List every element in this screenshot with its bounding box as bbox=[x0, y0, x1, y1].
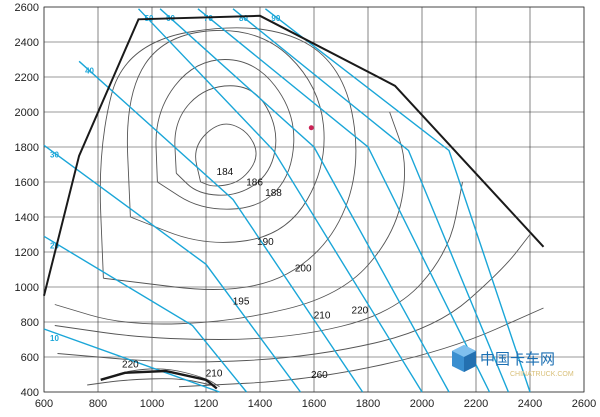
bsfc-contour-210 bbox=[54, 181, 463, 340]
axis-ticks: 600 800 1000 1200 1400 1600 1800 2000 2200 2400 26… bbox=[15, 2, 597, 410]
power-line-70 bbox=[197, 8, 491, 393]
bsfc-contour-190 bbox=[126, 29, 325, 243]
bsfc-contour-220 bbox=[57, 234, 531, 363]
bsfc-label-190: 190 bbox=[257, 237, 274, 248]
max-torque-envelope bbox=[43, 14, 545, 390]
power-line-30 bbox=[43, 144, 302, 393]
bsfc-contour-188 bbox=[155, 59, 295, 210]
bsfc-label-200: 200 bbox=[295, 263, 312, 274]
x-tick-label: 1000 bbox=[140, 398, 164, 410]
bsfc-label-184: 184 bbox=[217, 167, 234, 178]
power-line-40 bbox=[78, 60, 364, 393]
watermark: 中国卡车网 CHINATRUCK.COM bbox=[452, 345, 574, 378]
power-line-60 bbox=[159, 8, 450, 393]
power-line-20 bbox=[43, 235, 248, 393]
x-tick-label: 600 bbox=[35, 398, 53, 410]
bsfc-label-195: 195 bbox=[233, 297, 250, 308]
bsfc-contour-200 bbox=[54, 111, 405, 325]
power-label-30: 30 bbox=[50, 150, 59, 159]
bsfc-label-220: 220 bbox=[352, 305, 369, 316]
bsfc-label-260: 260 bbox=[311, 370, 328, 381]
y-tick-label: 1000 bbox=[15, 282, 39, 294]
bsfc-contour-230-low bbox=[87, 378, 212, 386]
y-tick-label: 1600 bbox=[15, 177, 39, 189]
power-line-90 bbox=[264, 8, 531, 393]
bsfc-label-210: 210 bbox=[314, 311, 331, 322]
power-label-40: 40 bbox=[85, 66, 94, 75]
low-speed-boundary bbox=[100, 369, 218, 390]
y-tick-label: 2200 bbox=[15, 72, 39, 84]
y-tick-label: 800 bbox=[21, 317, 39, 329]
y-tick-label: 1400 bbox=[15, 212, 39, 224]
bsfc-contours bbox=[54, 27, 544, 388]
bsfc-contour-186 bbox=[174, 85, 277, 196]
y-tick-label: 600 bbox=[21, 352, 39, 364]
bsfc-label-220: 220 bbox=[122, 360, 139, 371]
power-label-10: 10 bbox=[50, 334, 59, 343]
x-tick-label: 1600 bbox=[302, 398, 326, 410]
y-tick-label: 2400 bbox=[15, 37, 39, 49]
watermark-logo-icon bbox=[452, 345, 476, 372]
x-tick-label: 2400 bbox=[518, 398, 542, 410]
bsfc-label-210: 210 bbox=[206, 368, 223, 379]
power-label-20: 20 bbox=[50, 241, 59, 250]
grid-lines bbox=[43, 6, 585, 393]
plot-frame bbox=[43, 6, 585, 393]
bsfc-contour-184 bbox=[195, 123, 257, 187]
x-tick-label: 2600 bbox=[572, 398, 596, 410]
envelope-line bbox=[43, 14, 545, 297]
bsfc-label-188: 188 bbox=[265, 188, 282, 199]
bsfc-contour-195 bbox=[99, 27, 357, 290]
power-label-90: 90 bbox=[271, 14, 280, 23]
y-tick-label: 2000 bbox=[15, 107, 39, 119]
x-tick-label: 800 bbox=[89, 398, 107, 410]
power-line-80 bbox=[232, 8, 510, 393]
operating-point-marker bbox=[308, 125, 314, 131]
x-tick-label: 2200 bbox=[464, 398, 488, 410]
x-tick-label: 1200 bbox=[194, 398, 218, 410]
power-label-80: 80 bbox=[239, 14, 248, 23]
watermark-english: CHINATRUCK.COM bbox=[510, 371, 574, 378]
x-tick-label: 1400 bbox=[248, 398, 272, 410]
y-tick-label: 1800 bbox=[15, 142, 39, 154]
x-tick-label: 1800 bbox=[356, 398, 380, 410]
power-line-50 bbox=[137, 8, 423, 393]
bsfc-contour-260 bbox=[178, 307, 544, 388]
y-tick-label: 400 bbox=[21, 387, 39, 399]
y-tick-label: 1200 bbox=[15, 247, 39, 259]
y-tick-label: 2600 bbox=[15, 2, 39, 14]
bsfc-label-186: 186 bbox=[246, 178, 263, 189]
x-tick-label: 2000 bbox=[410, 398, 434, 410]
watermark-chinese: 中国卡车网 bbox=[480, 350, 555, 368]
power-line-10 bbox=[43, 328, 220, 393]
